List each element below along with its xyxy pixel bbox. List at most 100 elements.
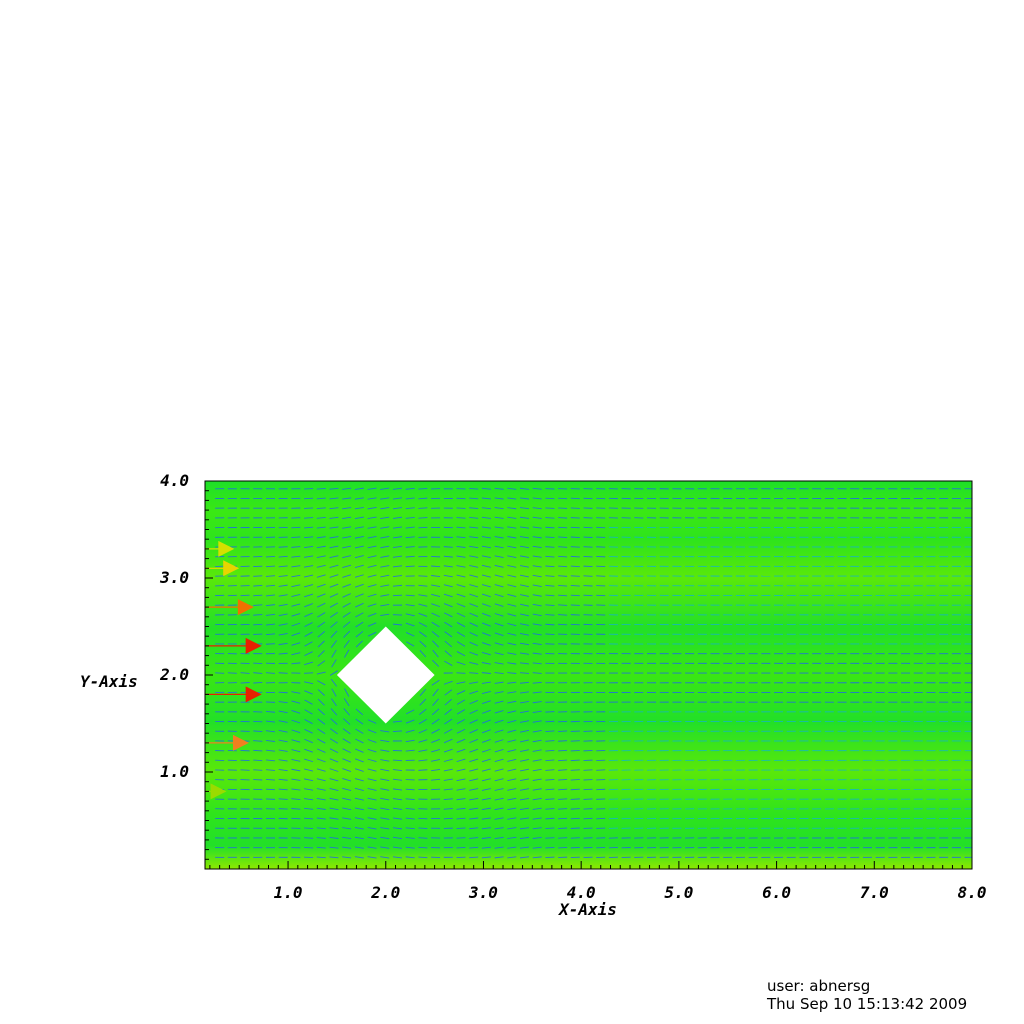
vector-arrow (278, 720, 288, 723)
vector-arrow (494, 593, 504, 598)
vector-arrow (278, 613, 288, 617)
y-tick-label: 2.0 (159, 665, 189, 684)
vector-arrow (418, 622, 428, 628)
vector-arrow (380, 613, 390, 617)
vector-arrow (456, 768, 466, 772)
vector-arrow (392, 516, 403, 519)
vector-arrow (456, 798, 466, 801)
vector-arrow (482, 709, 491, 714)
vector-arrow (519, 856, 530, 859)
vector-arrow (494, 574, 504, 578)
inflow-arrow-head (245, 637, 262, 654)
vector-arrow (545, 817, 555, 820)
vector-arrow (532, 798, 542, 801)
vector-arrow (316, 837, 326, 839)
vector-arrow (558, 817, 568, 820)
vector-arrow (367, 797, 377, 801)
vector-arrow (443, 546, 453, 548)
vector-arrow (304, 593, 313, 598)
x-tick-label: 5.0 (664, 883, 693, 902)
vector-arrow (392, 836, 403, 840)
vector-arrow (469, 807, 479, 810)
vector-arrow (265, 594, 275, 597)
vector-arrow (380, 749, 390, 752)
vector-arrow (481, 574, 491, 578)
vector-arrow (570, 575, 580, 577)
vector-arrow (520, 758, 529, 762)
vector-arrow (456, 526, 466, 529)
vector-arrow (481, 642, 491, 646)
vector-arrow (418, 739, 428, 743)
vector-arrow (342, 836, 352, 840)
vector-arrow (392, 817, 403, 820)
vector-arrow (354, 817, 364, 820)
vector-arrow (367, 584, 377, 588)
vector-arrow (481, 672, 491, 674)
vector-arrow (253, 682, 263, 684)
vector-arrow (444, 631, 453, 638)
vector-arrow (469, 603, 479, 608)
vector-arrow (456, 807, 466, 810)
vector-arrow (317, 660, 326, 667)
vector-arrow (291, 632, 301, 637)
vector-arrow (482, 729, 491, 734)
vector-arrow (482, 612, 491, 617)
vector-arrow (278, 729, 288, 733)
vector-arrow (532, 536, 542, 539)
vector-arrow (291, 565, 301, 568)
vector-arrow (494, 817, 504, 820)
vector-arrow (304, 728, 313, 734)
vector-arrow (331, 659, 337, 668)
vector-arrow (481, 652, 491, 656)
vector-arrow (342, 827, 352, 830)
vector-arrow (519, 487, 530, 490)
vector-arrow (367, 817, 377, 820)
vector-arrow (419, 708, 427, 715)
vector-arrow (291, 603, 301, 607)
vector-arrow (507, 584, 517, 588)
vector-arrow (469, 574, 479, 578)
vector-arrow (342, 778, 352, 782)
vector-arrow (507, 507, 517, 510)
vector-arrow (367, 526, 377, 529)
vector-arrow (545, 614, 555, 616)
vector-arrow (507, 700, 517, 704)
vector-arrow (405, 729, 415, 733)
vector-arrow (317, 621, 326, 628)
vector-arrow (291, 808, 301, 810)
vector-arrow (405, 719, 415, 724)
vector-arrow (253, 614, 263, 616)
vector-arrow (380, 846, 390, 849)
vector-arrow (380, 497, 390, 500)
vector-arrow (343, 708, 350, 716)
vector-arrow (405, 497, 415, 500)
vector-arrow (481, 846, 491, 849)
y-tick-label: 1.0 (160, 762, 189, 781)
vector-arrow (343, 698, 350, 707)
vector-arrow (316, 671, 326, 675)
vector-arrow (278, 652, 288, 655)
vector-arrow (532, 856, 542, 859)
vector-arrow (342, 748, 351, 754)
vector-arrow (443, 584, 453, 588)
vector-arrow (507, 672, 517, 674)
vector-arrow (545, 720, 555, 723)
vector-arrow (380, 516, 390, 520)
vector-arrow (545, 808, 555, 810)
vector-arrow (444, 728, 453, 734)
vector-arrow (469, 729, 479, 734)
vector-arrow (570, 565, 580, 568)
vector-arrow (253, 585, 263, 587)
vector-arrow (418, 612, 428, 617)
vector-arrow (558, 730, 568, 732)
vector-arrow (355, 718, 364, 725)
vector-arrow (532, 652, 542, 655)
vector-arrow (405, 526, 415, 529)
vector-arrow (316, 778, 326, 782)
vector-arrow (431, 565, 441, 568)
vector-arrow (558, 565, 568, 568)
vector-arrow (482, 632, 491, 637)
vector-arrow (367, 516, 377, 520)
vector-arrow (354, 516, 364, 520)
vector-arrow (316, 516, 326, 519)
